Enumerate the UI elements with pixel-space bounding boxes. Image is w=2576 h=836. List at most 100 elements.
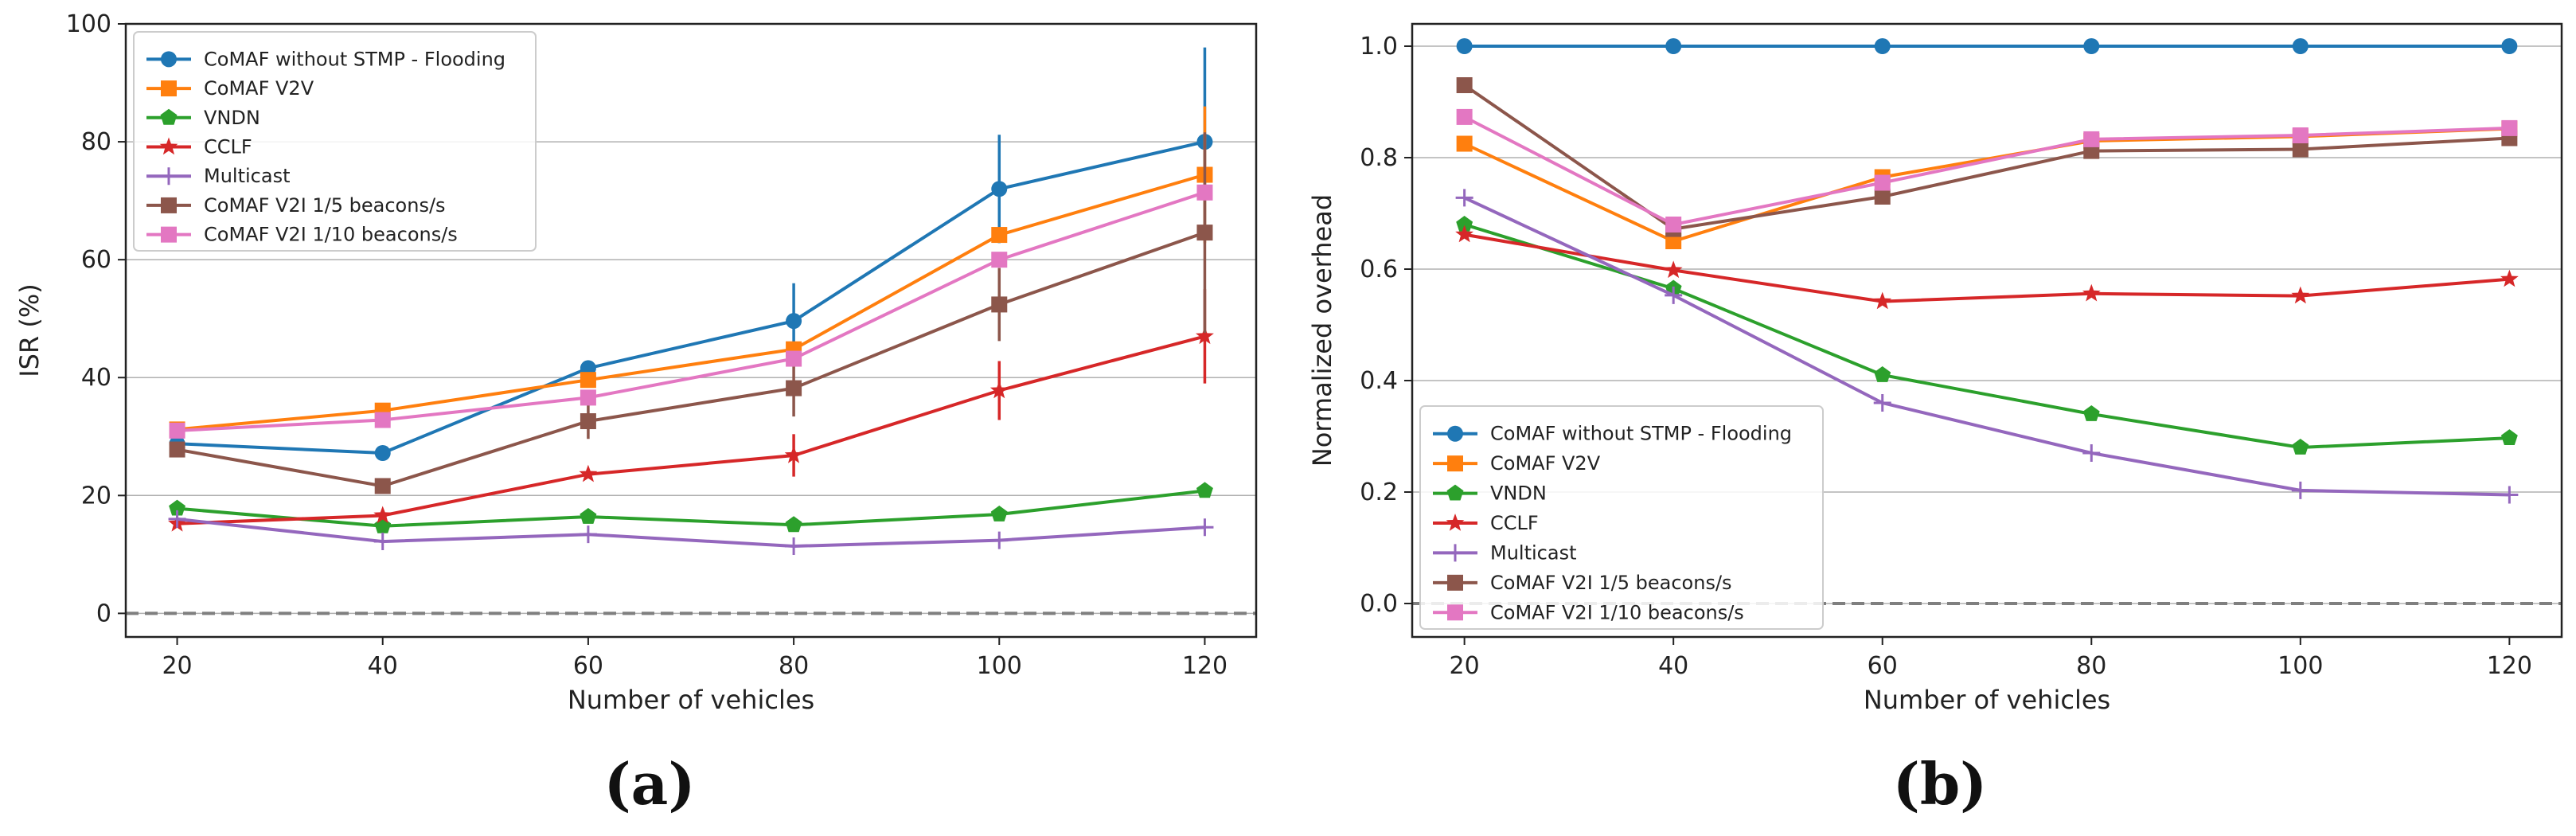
legend-swatch-marker: [1446, 484, 1464, 501]
data-point: [990, 506, 1008, 522]
legend-item: CoMAF V2I 1/5 beacons/s: [1433, 572, 1732, 594]
data-point: [1456, 135, 1473, 152]
series-comaf-v2i-1-10-beacons-s: [1456, 108, 2518, 232]
data-point: [2500, 269, 2519, 287]
x-axis-ticks: 20 40 60 80 100 120: [1450, 637, 2532, 680]
y-tick-label: 0.2: [1360, 479, 1398, 506]
legend-item: CoMAF V2I 1/10 beacons/s: [1433, 601, 1744, 623]
series-multicast: [1455, 189, 2519, 504]
data-point: [1873, 291, 1892, 310]
data-point: [1665, 286, 1683, 304]
data-point: [1456, 77, 1473, 93]
legend-label: Multicast: [204, 165, 290, 187]
legend-swatch-marker: [1447, 604, 1463, 621]
data-point: [786, 380, 802, 397]
data-point: [2082, 444, 2101, 462]
series-line: [177, 173, 1206, 432]
x-tick-label: 60: [1868, 652, 1898, 680]
series-line: [1464, 232, 2510, 303]
y-tick-label: 40: [81, 364, 111, 392]
y-tick-label: 0.6: [1360, 256, 1398, 283]
data-point: [2083, 131, 2100, 147]
x-axis-label: Number of vehicles: [1864, 685, 2110, 715]
legend-swatch-marker: [160, 108, 178, 125]
data-point: [1874, 38, 1891, 54]
x-tick-label: 60: [573, 652, 603, 680]
data-point: [169, 499, 185, 516]
legend-swatch-marker: [1446, 544, 1464, 562]
legend-swatch-marker: [159, 137, 178, 155]
series-line: [177, 190, 1206, 432]
series-cclf: [1455, 225, 2519, 310]
data-point: [580, 508, 597, 524]
data-point: [579, 464, 598, 482]
data-point: [580, 389, 596, 406]
data-point: [1665, 217, 1682, 232]
y-tick-label: 1.0: [1360, 33, 1398, 61]
legend: CoMAF without STMP - Flooding CoMAF V2V VN…: [1419, 405, 1824, 630]
data-point: [580, 372, 596, 389]
x-tick-label: 120: [1182, 652, 1228, 680]
legend-swatch-marker: [1447, 425, 1463, 442]
data-point: [2500, 429, 2518, 445]
data-point: [2292, 439, 2309, 455]
legend-label: CoMAF V2V: [204, 77, 314, 100]
data-point: [785, 537, 803, 555]
y-axis-label: Normalized overhead: [1307, 194, 1337, 467]
legend-swatch-marker: [160, 167, 178, 186]
legend-swatch-marker: [1447, 574, 1463, 591]
series-line: [177, 334, 1206, 525]
legend-item: Multicast: [146, 165, 290, 187]
legend-label: CoMAF V2I 1/5 beacons/s: [204, 194, 446, 217]
data-point: [991, 296, 1008, 313]
legend-swatch-marker: [161, 226, 177, 243]
data-point: [1874, 189, 1891, 205]
data-point: [374, 445, 391, 461]
y-tick-label: 20: [81, 482, 111, 510]
data-point: [169, 422, 185, 439]
legend: CoMAF without STMP - Flooding CoMAF V2V VN…: [133, 31, 537, 252]
legend-item: CoMAF V2I 1/5 beacons/s: [146, 194, 446, 217]
legend-swatch-marker: [161, 51, 177, 68]
data-point: [373, 506, 392, 524]
data-point: [786, 313, 802, 330]
data-point: [1196, 225, 1213, 241]
y-tick-label: 100: [66, 10, 111, 38]
legend-swatch-marker: [161, 197, 177, 213]
data-point: [2500, 486, 2519, 504]
series-line: [177, 489, 1205, 528]
series-comaf-v2i-1-10-beacons-s: [169, 184, 1213, 439]
data-point: [2082, 405, 2100, 421]
data-point: [2082, 283, 2101, 302]
data-point: [1664, 260, 1683, 279]
legend-label: CCLF: [204, 136, 252, 158]
data-point: [374, 478, 391, 494]
data-point: [1196, 518, 1214, 537]
data-point: [2292, 127, 2309, 143]
legend-label: CoMAF without STMP - Flooding: [1490, 423, 1792, 445]
data-point: [1456, 108, 1473, 125]
y-axis-label: ISR (%): [14, 283, 45, 377]
legend-label: Multicast: [1490, 541, 1576, 564]
data-point: [1874, 174, 1891, 191]
data-point: [785, 516, 802, 533]
data-point: [989, 381, 1009, 399]
data-point: [2501, 38, 2518, 54]
legend-item: VNDN: [146, 107, 260, 129]
plot-frame: [1411, 22, 2563, 639]
data-point: [784, 446, 803, 463]
legend-box: [133, 31, 537, 252]
x-tick-label: 40: [368, 652, 398, 680]
data-point: [2292, 38, 2309, 54]
data-point: [1196, 184, 1213, 201]
data-point: [374, 412, 391, 428]
x-tick-label: 100: [977, 652, 1022, 680]
legend-label: CoMAF V2V: [1490, 452, 1601, 475]
chart-panel-a: 0 20 40 60 80 100 20 40 60 80 100 120 Number of vehi…: [14, 10, 1258, 715]
data-point: [991, 181, 1008, 197]
x-tick-label: 100: [2277, 652, 2323, 680]
y-tick-label: 0.8: [1360, 144, 1398, 172]
data-point: [2083, 38, 2100, 54]
legend-swatch-marker: [1447, 455, 1463, 472]
